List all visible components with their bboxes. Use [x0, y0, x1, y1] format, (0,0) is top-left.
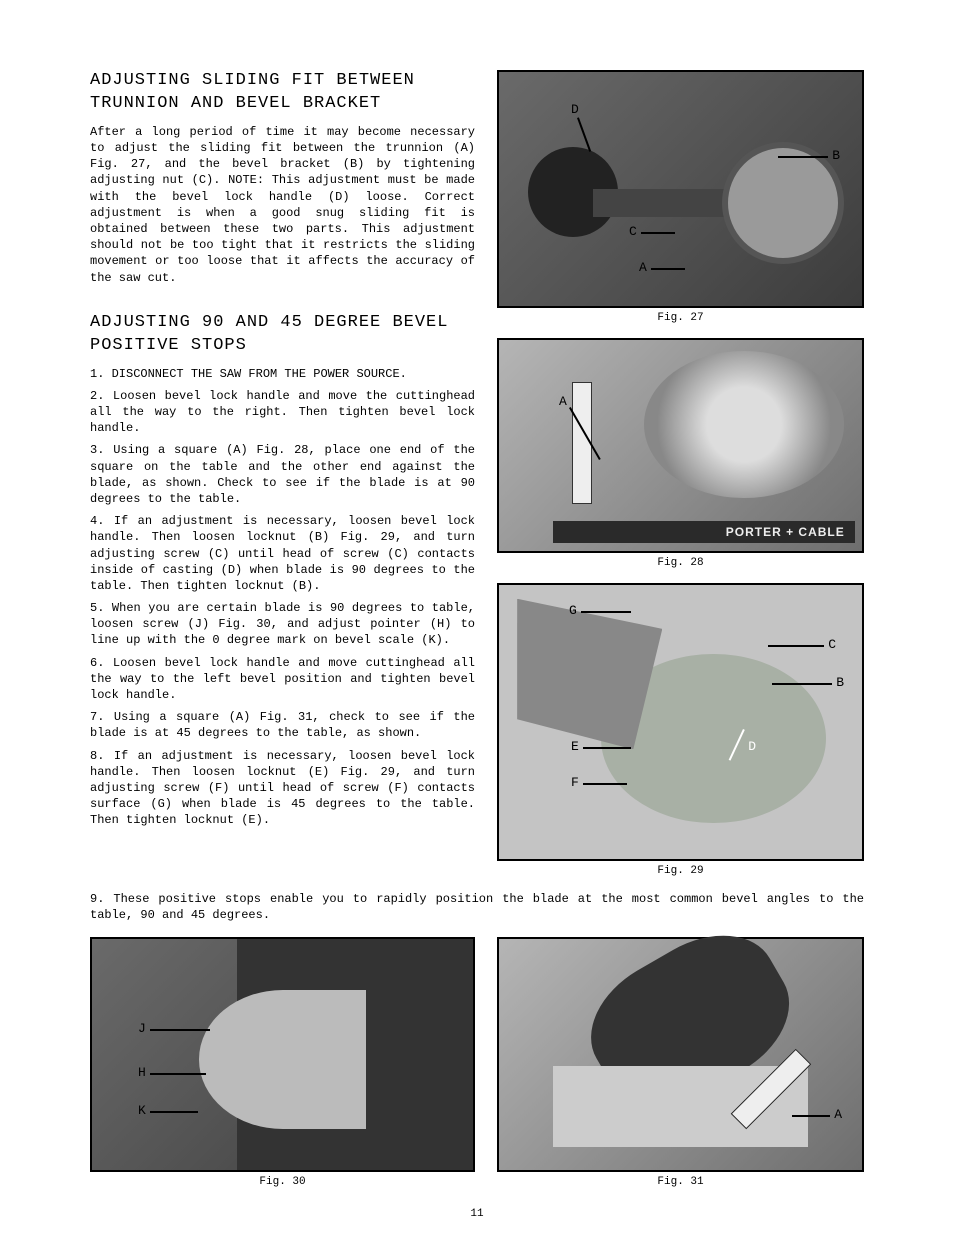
top-columns: ADJUSTING SLIDING FIT BETWEEN TRUNNION A…	[90, 70, 864, 891]
fig27-label-a: A	[639, 260, 647, 275]
figure-29-caption: Fig. 29	[497, 865, 864, 877]
fig27-label-d: D	[571, 102, 579, 117]
section-heading-sliding-fit: ADJUSTING SLIDING FIT BETWEEN TRUNNION A…	[90, 70, 475, 116]
figure-28-brand: PORTER + CABLE	[553, 521, 854, 543]
fig29-label-e: E	[571, 739, 579, 754]
page: ADJUSTING SLIDING FIT BETWEEN TRUNNION A…	[0, 0, 954, 1260]
fig29-label-c: C	[828, 637, 836, 652]
fig30-label-k: K	[138, 1103, 146, 1118]
fig30-label-h: H	[138, 1065, 146, 1080]
figure-30-caption: Fig. 30	[90, 1176, 475, 1188]
step-7: 7. Using a square (A) Fig. 31, check to …	[90, 709, 475, 741]
section-heading-bevel-stops: ADJUSTING 90 AND 45 DEGREE BEVEL POSITIV…	[90, 312, 475, 358]
step-6: 6. Loosen bevel lock handle and move cut…	[90, 655, 475, 704]
fig28-label-a: A	[559, 394, 567, 409]
fig31-label-a: A	[834, 1107, 842, 1122]
fig27-label-b: B	[832, 148, 840, 163]
step-5: 5. When you are certain blade is 90 degr…	[90, 600, 475, 649]
figure-27-caption: Fig. 27	[497, 312, 864, 324]
fig29-label-f: F	[571, 775, 579, 790]
step-3: 3. Using a square (A) Fig. 28, place one…	[90, 442, 475, 507]
figure-27: D B C A	[497, 70, 864, 308]
page-number: 11	[90, 1208, 864, 1220]
section1-para: After a long period of time it may becom…	[90, 124, 475, 286]
step-9: 9. These positive stops enable you to ra…	[90, 891, 864, 923]
fig29-label-g: G	[569, 603, 577, 618]
figure-30: J H K	[90, 937, 475, 1172]
figure-28: PORTER + CABLE A	[497, 338, 864, 553]
fig29-label-d: D	[748, 739, 756, 754]
figure-31-caption: Fig. 31	[497, 1176, 864, 1188]
step-4: 4. If an adjustment is necessary, loosen…	[90, 513, 475, 594]
figure-28-caption: Fig. 28	[497, 557, 864, 569]
bottom-figure-row: J H K Fig. 30 A Fig. 31	[90, 937, 864, 1202]
step-2: 2. Loosen bevel lock handle and move the…	[90, 388, 475, 437]
fig30-label-j: J	[138, 1021, 146, 1036]
fig27-label-c: C	[629, 224, 637, 239]
step-8: 8. If an adjustment is necessary, loosen…	[90, 748, 475, 829]
figure-29: G C B E D F	[497, 583, 864, 861]
fig29-label-b: B	[836, 675, 844, 690]
right-figure-column: D B C A Fig. 27 PORTER + CABLE A	[497, 70, 864, 891]
step-1: 1. DISCONNECT THE SAW FROM THE POWER SOU…	[90, 366, 475, 382]
figure-31: A	[497, 937, 864, 1172]
left-text-column: ADJUSTING SLIDING FIT BETWEEN TRUNNION A…	[90, 70, 475, 891]
